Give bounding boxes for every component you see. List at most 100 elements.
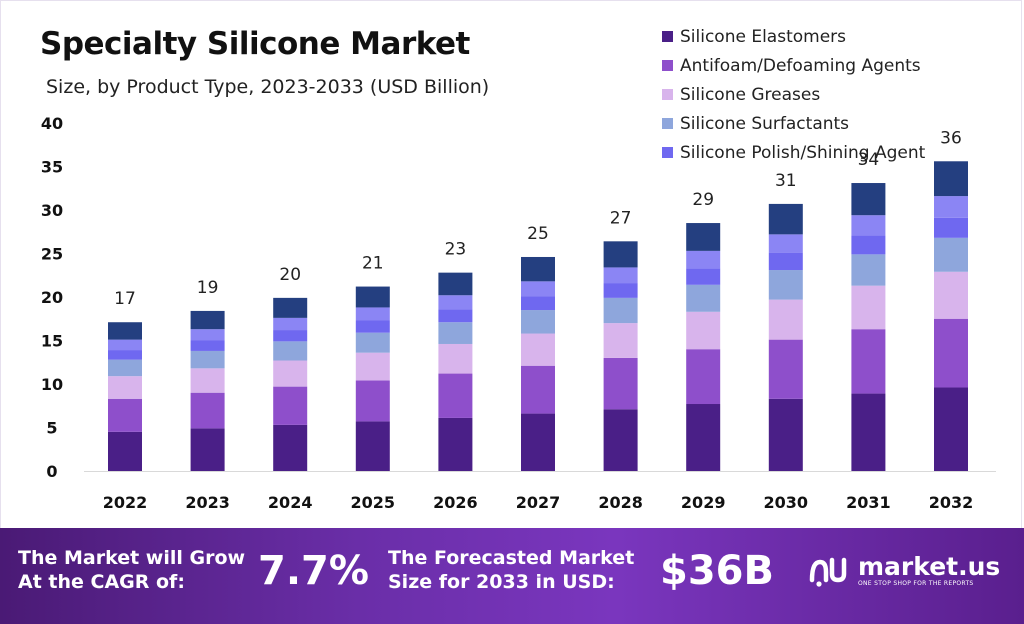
bar-segment-series-5 bbox=[768, 234, 803, 253]
bar-total-label: 25 bbox=[527, 224, 549, 244]
bar-segment-series-6 bbox=[190, 310, 225, 330]
cagr-label-line-2: At the CAGR of: bbox=[18, 571, 185, 593]
bar-segment-silicone-greases bbox=[768, 299, 803, 340]
bar-segment-antifoam-defoaming-agents bbox=[190, 392, 225, 429]
y-tick-label: 15 bbox=[41, 332, 63, 351]
bar-total-label: 17 bbox=[114, 289, 136, 309]
bar-total-label: 20 bbox=[279, 265, 301, 285]
x-tick-label: 2025 bbox=[351, 493, 396, 512]
bar-segment-silicone-surfactants bbox=[934, 237, 968, 272]
stacked-bar-chart: 0510152025303540172022192023202024212025… bbox=[41, 114, 996, 512]
bar-total-label: 19 bbox=[197, 278, 219, 298]
legend-swatch bbox=[662, 118, 673, 129]
bar-total-label: 21 bbox=[362, 254, 384, 274]
bar-segment-antifoam-defoaming-agents bbox=[438, 373, 473, 418]
bar-segment-silicone-polish-shining-agent bbox=[934, 217, 968, 238]
forecast-label-line-2: Size for 2033 in USD: bbox=[388, 571, 615, 593]
bar-segment-silicone-greases bbox=[686, 311, 721, 350]
bar-segment-series-5 bbox=[190, 329, 225, 341]
y-tick-label: 10 bbox=[41, 375, 63, 394]
bar-segment-silicone-surfactants bbox=[603, 297, 638, 324]
x-tick-label: 2026 bbox=[433, 493, 478, 512]
cagr-value: 7.7% bbox=[258, 548, 369, 594]
bar-segment-silicone-polish-shining-agent bbox=[603, 283, 638, 298]
bar-segment-silicone-elastomers bbox=[686, 404, 721, 471]
bar-segment-silicone-surfactants bbox=[190, 350, 225, 369]
legend-label: Silicone Surfactants bbox=[680, 113, 850, 134]
bar-segment-series-5 bbox=[934, 196, 968, 218]
bar-segment-silicone-polish-shining-agent bbox=[768, 252, 803, 271]
bar-segment-silicone-surfactants bbox=[768, 270, 803, 300]
y-tick-label: 40 bbox=[41, 114, 63, 133]
bar-segment-silicone-elastomers bbox=[438, 417, 473, 471]
bar-segment-silicone-polish-shining-agent bbox=[108, 350, 142, 360]
brand-name: market.us bbox=[858, 551, 1001, 581]
bar-segment-silicone-elastomers bbox=[851, 393, 886, 471]
bar-segment-silicone-surfactants bbox=[521, 310, 555, 334]
bar-segment-silicone-polish-shining-agent bbox=[438, 309, 473, 323]
legend-item: Silicone Greases bbox=[662, 80, 925, 109]
bar-segment-series-5 bbox=[686, 250, 721, 269]
chart-legend: Silicone Elastomers Antifoam/Defoaming Ag… bbox=[662, 22, 925, 167]
legend-item: Silicone Polish/Shining Agent bbox=[662, 138, 925, 167]
bar-segment-silicone-surfactants bbox=[686, 284, 721, 312]
bar-segment-series-6 bbox=[438, 272, 473, 296]
bar-total-label: 29 bbox=[692, 190, 714, 210]
x-tick-label: 2028 bbox=[598, 493, 643, 512]
bar-segment-silicone-polish-shining-agent bbox=[686, 268, 721, 285]
bar-segment-series-5 bbox=[355, 307, 390, 321]
bar-segment-series-5 bbox=[603, 267, 638, 284]
legend-label: Silicone Greases bbox=[680, 84, 821, 105]
bar-segment-silicone-surfactants bbox=[851, 254, 886, 286]
forecast-value: $36B bbox=[660, 548, 774, 594]
bar-segment-silicone-elastomers bbox=[190, 428, 225, 471]
bar-segment-silicone-elastomers bbox=[768, 398, 803, 471]
legend-item: Silicone Elastomers bbox=[662, 22, 925, 51]
legend-swatch bbox=[662, 60, 673, 71]
bar-segment-silicone-surfactants bbox=[273, 341, 308, 361]
legend-swatch bbox=[662, 31, 673, 42]
bar-segment-series-6 bbox=[355, 286, 390, 308]
brand-logo: market.us ONE STOP SHOP FOR THE REPORTS bbox=[808, 550, 1000, 590]
bar-segment-series-6 bbox=[273, 297, 308, 318]
bar-segment-silicone-polish-shining-agent bbox=[273, 330, 308, 342]
bar-total-label: 31 bbox=[775, 171, 797, 191]
legend-item: Antifoam/Defoaming Agents bbox=[662, 51, 925, 80]
forecast-label-line-1: The Forecasted Market bbox=[388, 547, 635, 569]
bar-segment-silicone-greases bbox=[355, 352, 390, 381]
x-tick-label: 2032 bbox=[929, 493, 974, 512]
market-us-logo-icon bbox=[809, 557, 847, 587]
x-tick-label: 2029 bbox=[681, 493, 726, 512]
bar-segment-silicone-greases bbox=[603, 323, 638, 358]
legend-item: Silicone Surfactants bbox=[662, 109, 925, 138]
bar-segment-antifoam-defoaming-agents bbox=[108, 398, 142, 432]
legend-label: Silicone Polish/Shining Agent bbox=[680, 142, 926, 163]
bar-segment-silicone-polish-shining-agent bbox=[190, 340, 225, 351]
bar-segment-antifoam-defoaming-agents bbox=[355, 380, 390, 422]
chart-title: Specialty Silicone Market bbox=[40, 26, 470, 62]
y-tick-label: 25 bbox=[41, 245, 63, 264]
bar-segment-series-6 bbox=[521, 256, 555, 282]
x-tick-label: 2031 bbox=[846, 493, 891, 512]
bar-segment-series-5 bbox=[108, 339, 142, 351]
bar-segment-silicone-greases bbox=[190, 368, 225, 393]
bar-segment-silicone-elastomers bbox=[355, 421, 390, 471]
bar-total-label: 36 bbox=[940, 128, 962, 148]
bar-segment-antifoam-defoaming-agents bbox=[934, 318, 968, 388]
bar-segment-series-6 bbox=[108, 322, 142, 340]
bar-segment-antifoam-defoaming-agents bbox=[273, 386, 308, 425]
brand-tagline: ONE STOP SHOP FOR THE REPORTS bbox=[858, 579, 974, 587]
x-tick-label: 2024 bbox=[268, 493, 313, 512]
legend-label: Antifoam/Defoaming Agents bbox=[680, 55, 921, 76]
bar-segment-silicone-greases bbox=[851, 285, 886, 330]
bar-segment-silicone-polish-shining-agent bbox=[851, 235, 886, 255]
bar-segment-silicone-greases bbox=[934, 271, 968, 319]
bar-segment-antifoam-defoaming-agents bbox=[686, 349, 721, 405]
bar-segment-silicone-polish-shining-agent bbox=[521, 296, 555, 311]
bar-segment-series-6 bbox=[934, 161, 968, 197]
y-tick-label: 5 bbox=[46, 419, 57, 438]
bar-segment-silicone-surfactants bbox=[108, 359, 142, 377]
legend-swatch bbox=[662, 89, 673, 100]
bar-segment-series-6 bbox=[603, 241, 638, 268]
bar-segment-silicone-elastomers bbox=[521, 413, 555, 471]
